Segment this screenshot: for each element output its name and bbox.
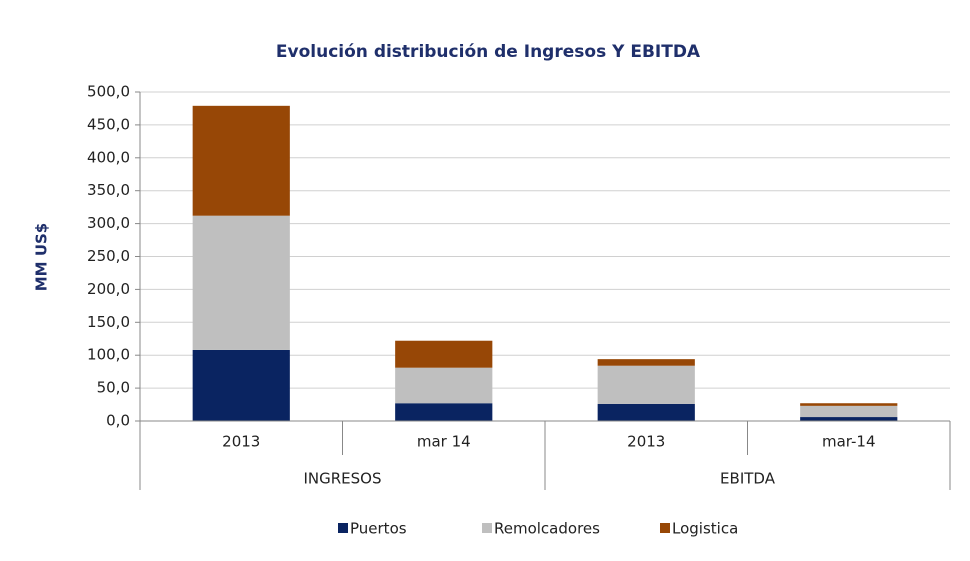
y-tick-label: 250,0 — [87, 247, 130, 265]
x-tick-label: 2013 — [627, 433, 665, 451]
bar-segment — [192, 215, 290, 350]
y-tick-label: 200,0 — [87, 280, 130, 298]
bar-segment — [597, 359, 695, 366]
legend-label: Remolcadores — [494, 520, 600, 538]
x-tick-label: 2013 — [222, 433, 260, 451]
y-tick-label: 300,0 — [87, 214, 130, 232]
bar-segment — [395, 340, 493, 368]
y-axis-label: MM US$ — [33, 223, 51, 292]
legend-swatch — [660, 523, 670, 533]
y-tick-label: 450,0 — [87, 115, 130, 133]
y-tick-label: 100,0 — [87, 346, 130, 364]
x-tick-label: mar 14 — [417, 433, 471, 451]
legend-label: Logistica — [672, 520, 738, 538]
y-tick-label: 400,0 — [87, 148, 130, 166]
y-tick-label: 350,0 — [87, 181, 130, 199]
y-tick-label: 150,0 — [87, 313, 130, 331]
legend-label: Puertos — [350, 520, 407, 538]
legend-swatch — [482, 523, 492, 533]
bar-segment — [192, 105, 290, 216]
bar-segment — [800, 405, 898, 418]
group-label: INGRESOS — [303, 470, 381, 488]
y-tick-label: 0,0 — [106, 412, 130, 430]
bar-segment — [800, 417, 898, 421]
group-label: EBITDA — [720, 470, 776, 488]
y-tick-label: 500,0 — [87, 83, 130, 101]
bar-segment — [395, 367, 493, 404]
chart-title: Evolución distribución de Ingresos Y EBI… — [276, 42, 701, 62]
bar-segment — [800, 403, 898, 406]
y-tick-label: 50,0 — [97, 379, 130, 397]
legend-swatch — [338, 523, 348, 533]
bar-segment — [192, 349, 290, 421]
bar-segment — [395, 403, 493, 421]
bar-segment — [597, 365, 695, 404]
x-tick-label: mar-14 — [822, 433, 876, 451]
bar-segment — [597, 403, 695, 421]
